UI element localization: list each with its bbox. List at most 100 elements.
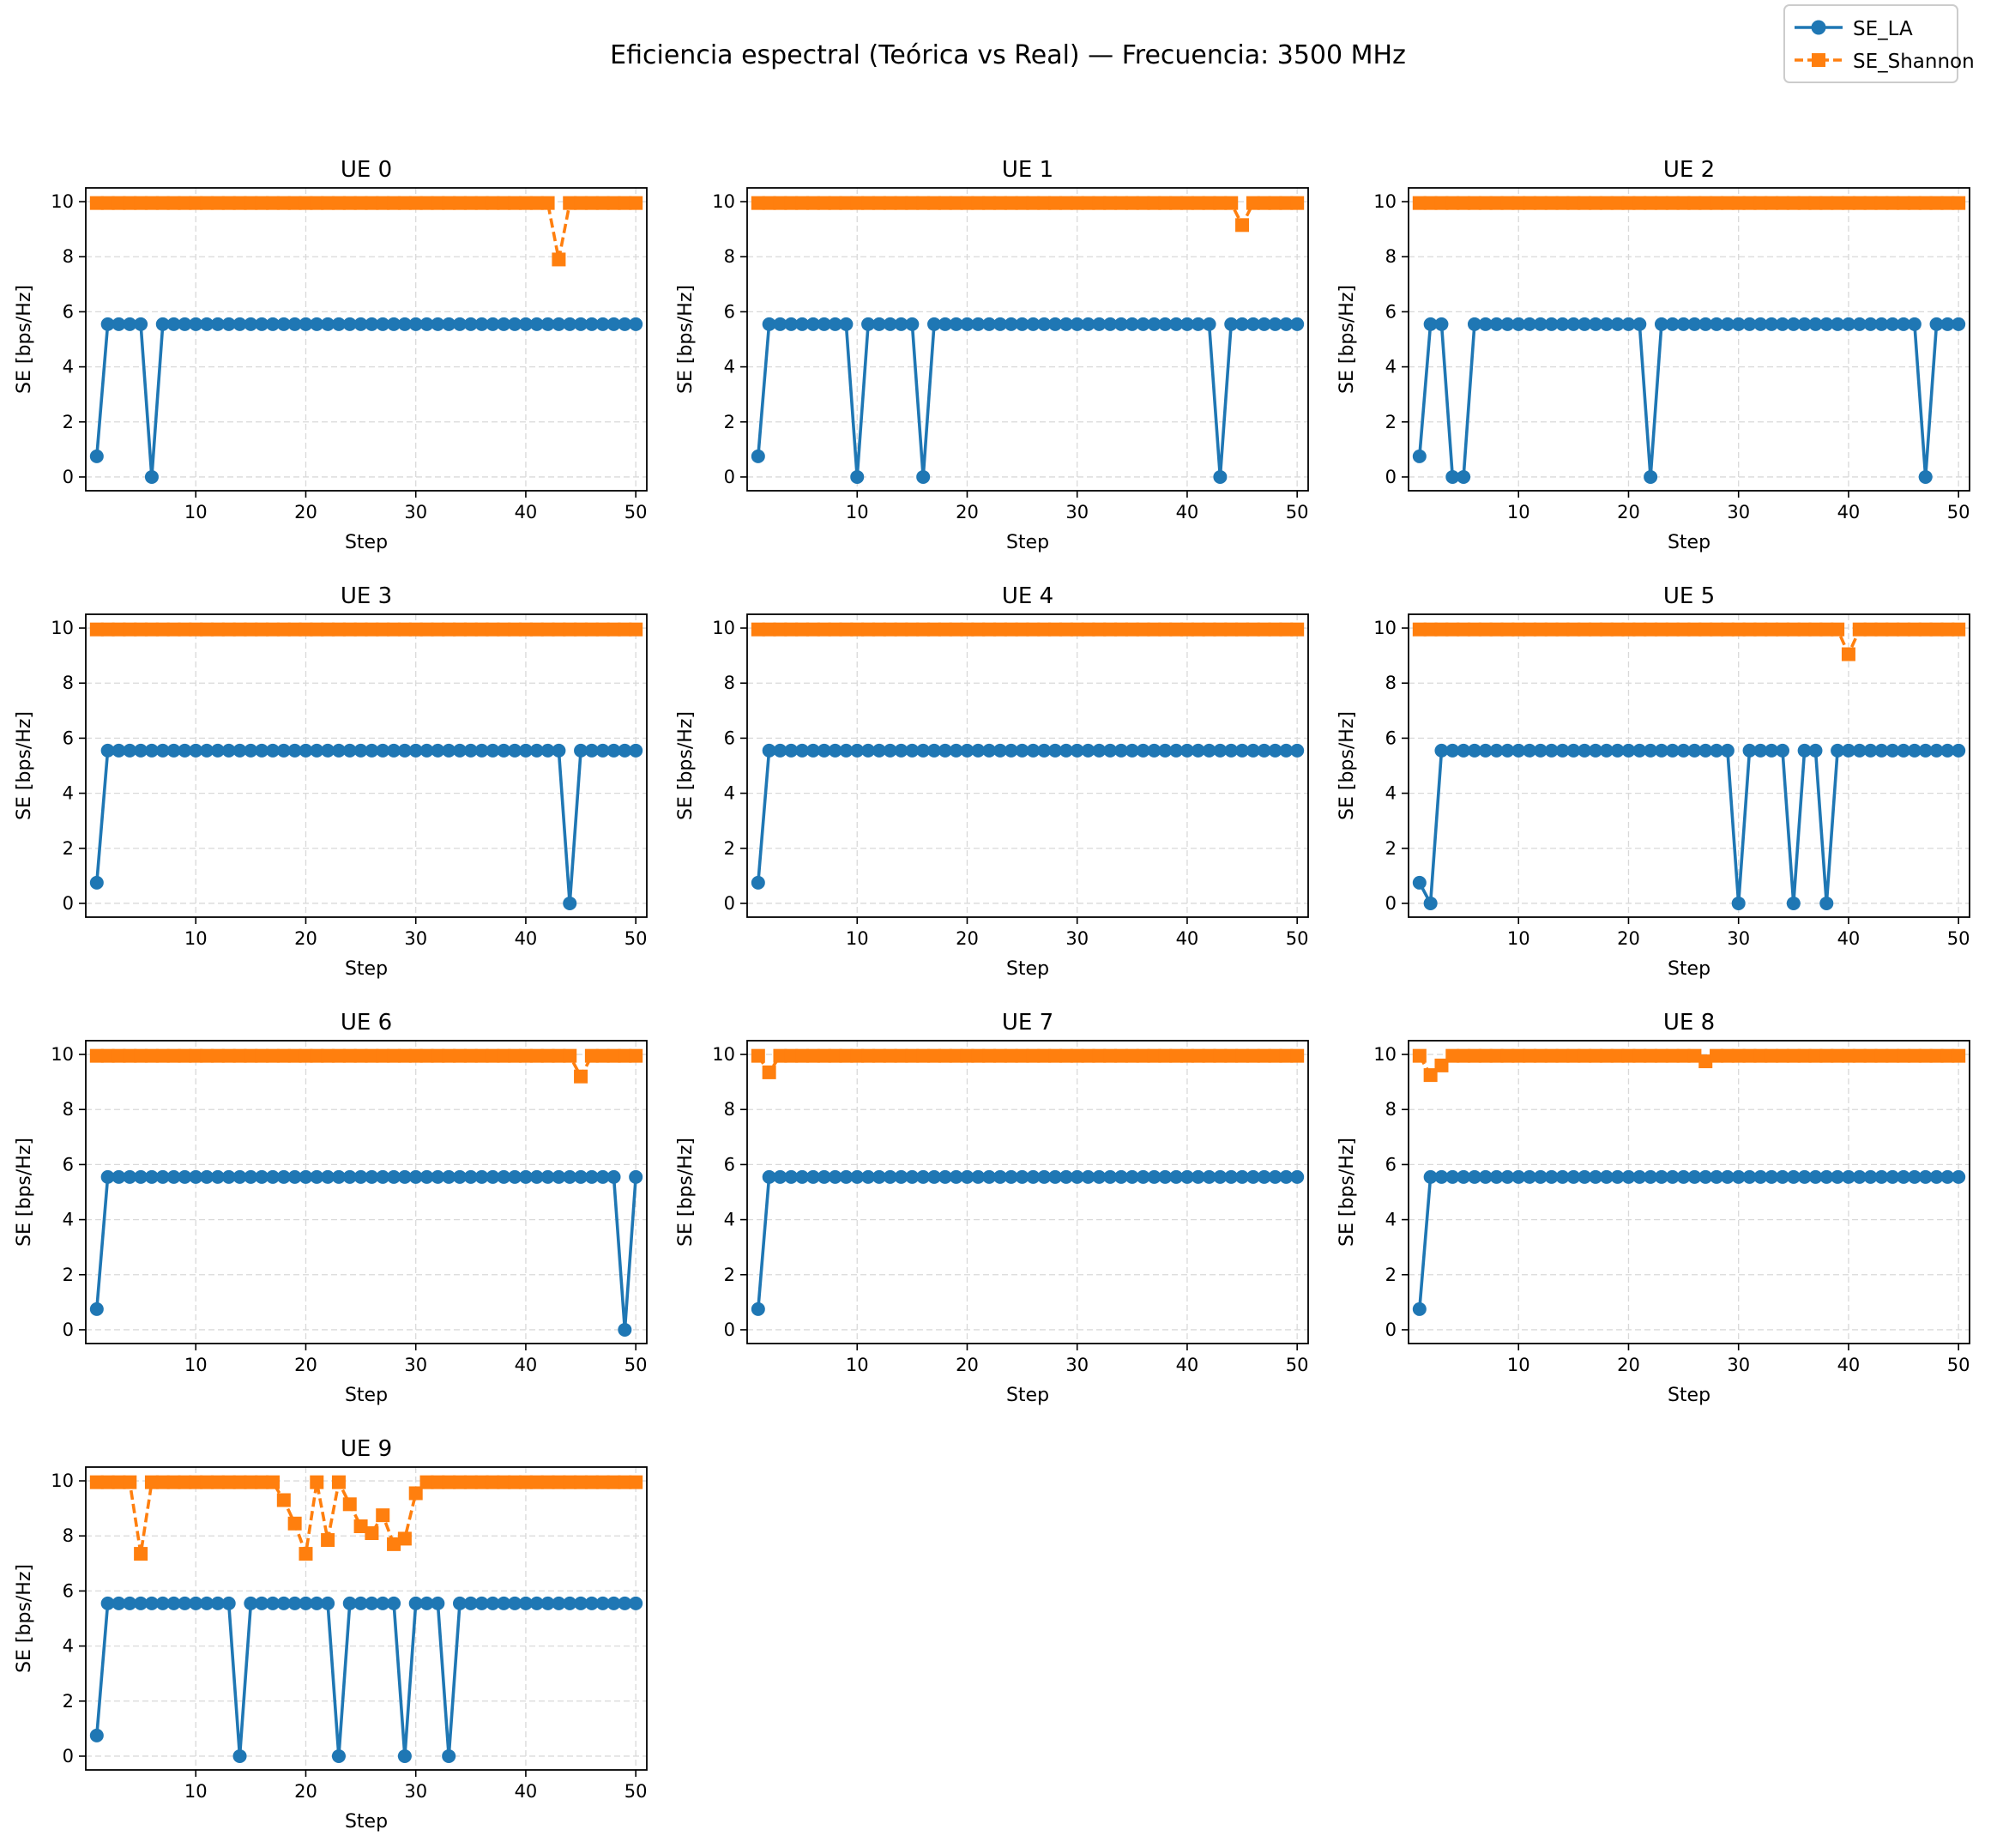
point-se-shannon xyxy=(992,196,1007,210)
point-se-shannon xyxy=(1246,1048,1260,1063)
point-se-shannon xyxy=(1511,196,1526,210)
point-se-la xyxy=(1797,1169,1812,1184)
point-se-shannon xyxy=(419,1048,434,1063)
point-se-shannon xyxy=(595,196,610,210)
point-se-shannon xyxy=(178,1475,192,1489)
point-se-la xyxy=(883,1169,897,1184)
point-se-shannon xyxy=(255,622,269,637)
point-se-shannon xyxy=(397,1531,412,1546)
point-se-la xyxy=(419,743,434,758)
point-se-shannon xyxy=(89,1048,104,1063)
point-se-shannon xyxy=(1037,1048,1052,1063)
point-se-la xyxy=(916,1169,931,1184)
point-se-la xyxy=(321,743,335,758)
point-se-la xyxy=(321,1596,335,1610)
point-se-shannon xyxy=(817,196,831,210)
point-se-shannon xyxy=(1544,1048,1559,1063)
x-tick-label: 10 xyxy=(184,1781,208,1802)
point-se-la xyxy=(1103,743,1118,758)
axes-frame xyxy=(746,613,1309,918)
point-se-shannon xyxy=(321,1048,335,1063)
point-se-shannon xyxy=(1257,196,1271,210)
subplot-title: UE 0 xyxy=(341,157,392,183)
point-se-la xyxy=(255,317,269,331)
point-se-shannon xyxy=(112,1475,126,1489)
point-se-la xyxy=(232,317,247,331)
point-se-shannon xyxy=(387,622,401,637)
point-se-shannon xyxy=(1907,622,1922,637)
point-se-la xyxy=(266,317,280,331)
y-tick-label: 8 xyxy=(63,673,74,693)
point-se-la xyxy=(828,1169,842,1184)
point-se-la xyxy=(982,1169,997,1184)
point-se-shannon xyxy=(1423,196,1438,210)
point-se-shannon xyxy=(529,1048,544,1063)
point-se-la xyxy=(178,317,192,331)
point-se-la xyxy=(1489,317,1504,331)
point-se-la xyxy=(474,1596,489,1610)
point-se-shannon xyxy=(618,196,632,210)
point-se-shannon xyxy=(1015,1048,1029,1063)
point-se-la xyxy=(850,1169,865,1184)
y-axis-label: SE [bps/Hz] xyxy=(675,711,697,820)
point-se-shannon xyxy=(563,1475,577,1489)
point-se-shannon xyxy=(773,622,787,637)
point-se-la xyxy=(1059,317,1073,331)
point-se-la xyxy=(266,1169,280,1184)
point-se-shannon xyxy=(310,196,324,210)
point-se-shannon xyxy=(1918,622,1933,637)
point-se-la xyxy=(1555,1169,1570,1184)
point-se-la xyxy=(828,743,842,758)
y-axis-label: SE [bps/Hz] xyxy=(14,1138,35,1247)
y-tick-label: 4 xyxy=(1385,783,1397,804)
point-se-la xyxy=(1918,1169,1933,1184)
point-se-shannon xyxy=(629,1048,643,1063)
point-se-la xyxy=(134,317,148,331)
point-se-la xyxy=(1644,1169,1658,1184)
point-se-la xyxy=(751,449,765,463)
y-tick-label: 2 xyxy=(724,1265,735,1285)
point-se-la xyxy=(431,1596,445,1610)
point-se-shannon xyxy=(1610,1048,1625,1063)
axes-frame xyxy=(1408,1040,1970,1344)
y-tick-label: 8 xyxy=(1385,1099,1397,1120)
point-se-shannon xyxy=(1423,1068,1438,1083)
point-se-la xyxy=(276,317,291,331)
y-tick-label: 10 xyxy=(51,618,74,638)
point-se-la xyxy=(938,743,952,758)
point-se-la xyxy=(342,1596,357,1610)
point-se-shannon xyxy=(431,1048,445,1063)
point-se-shannon xyxy=(618,1048,632,1063)
point-se-shannon xyxy=(1599,622,1614,637)
point-se-la xyxy=(255,1169,269,1184)
point-se-shannon xyxy=(1423,622,1438,637)
point-se-shannon xyxy=(1952,1048,1966,1063)
point-se-shannon xyxy=(606,1048,621,1063)
point-se-la xyxy=(232,1748,247,1763)
point-se-shannon xyxy=(1698,622,1713,637)
x-axis-label: Step xyxy=(1006,532,1049,553)
point-se-la xyxy=(255,743,269,758)
point-se-shannon xyxy=(408,196,423,210)
x-tick-label: 50 xyxy=(624,928,648,949)
point-se-shannon xyxy=(1544,196,1559,210)
point-se-la xyxy=(828,317,842,331)
point-se-shannon xyxy=(431,1475,445,1489)
point-se-la xyxy=(1544,743,1559,758)
point-se-la xyxy=(518,317,533,331)
point-se-la xyxy=(353,317,368,331)
point-se-la xyxy=(1412,1301,1427,1316)
point-se-shannon xyxy=(1268,196,1282,210)
point-se-la xyxy=(574,1596,588,1610)
point-se-la xyxy=(1048,1169,1063,1184)
point-se-la xyxy=(1632,1169,1647,1184)
point-se-la xyxy=(200,743,214,758)
x-axis-label: Step xyxy=(345,1811,388,1833)
point-se-shannon xyxy=(497,196,511,210)
y-tick-label: 8 xyxy=(63,246,74,267)
point-se-shannon xyxy=(1765,622,1779,637)
point-se-la xyxy=(1720,317,1735,331)
y-tick-label: 4 xyxy=(63,1636,74,1657)
point-se-la xyxy=(529,1169,544,1184)
point-se-la xyxy=(1940,1169,1955,1184)
